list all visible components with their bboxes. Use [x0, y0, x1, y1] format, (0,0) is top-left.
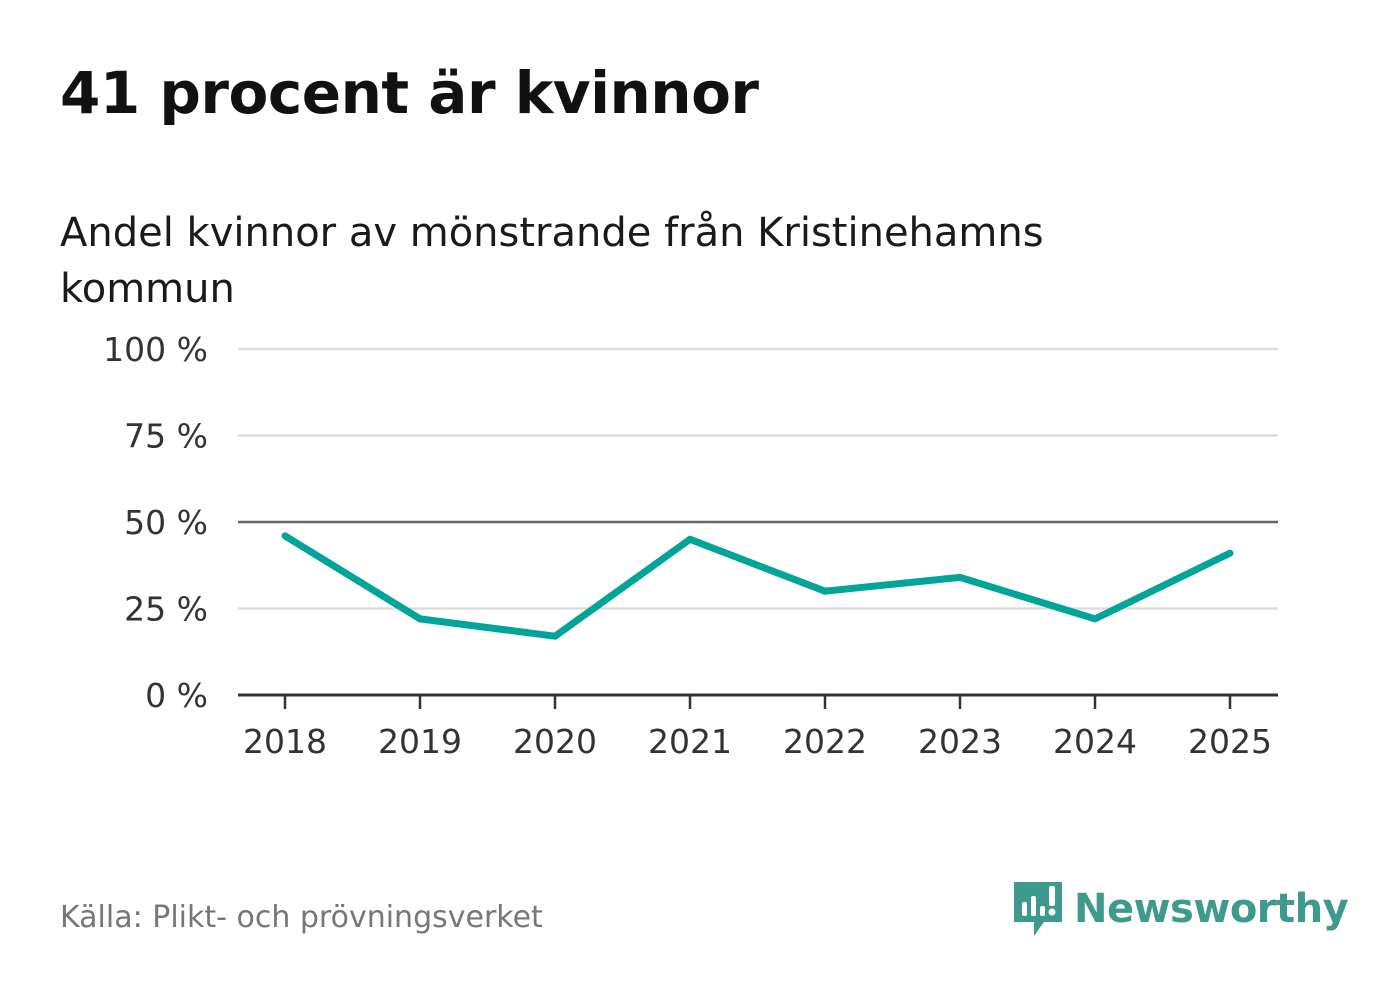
x-tick-label: 2018: [243, 722, 327, 761]
data-point-2021: [686, 535, 694, 543]
y-tick-label: 25 %: [124, 590, 208, 629]
data-point-2019: [416, 615, 424, 623]
source-note: Källa: Plikt- och prövningsverket: [60, 900, 543, 935]
chart-subtitle: Andel kvinnor av mönstrande från Kristin…: [60, 210, 1044, 312]
data-point-2018: [281, 532, 289, 540]
newsworthy-logo[interactable]: Newsworthy: [1010, 878, 1349, 940]
y-tick-label: 75 %: [124, 417, 208, 456]
y-tick-label: 50 %: [124, 503, 208, 542]
data-point-2024: [1091, 615, 1099, 623]
chart-title: 41 procent är kvinnor: [60, 59, 759, 127]
logo-text: Newsworthy: [1074, 886, 1349, 932]
x-tick-label: 2019: [378, 722, 462, 761]
y-tick-label: 0 %: [145, 676, 208, 715]
series-layer: [281, 532, 1234, 640]
data-point-2025: [1226, 549, 1234, 557]
x-tick-label: 2021: [648, 722, 732, 761]
axis-layer: [238, 520, 1278, 709]
label-layer: 0 % 25 % 50 % 75 % 100 % 2018 2019 2020 2021 2022…: [103, 330, 1272, 761]
x-tick-label: 2022: [783, 722, 867, 761]
x-tick-label: 2023: [918, 722, 1002, 761]
x-tick-label: 2025: [1188, 722, 1272, 761]
x-tick-label: 2024: [1053, 722, 1137, 761]
newsworthy-logo-icon: [1014, 882, 1062, 936]
data-point-2022: [821, 587, 829, 595]
y-tick-label: 100 %: [103, 330, 208, 369]
data-point-2020: [551, 632, 559, 640]
series-line-0: [283, 532, 1232, 640]
grid-layer: [238, 347, 1278, 610]
x-tick-label: 2020: [513, 722, 597, 761]
data-point-2023: [956, 573, 964, 581]
